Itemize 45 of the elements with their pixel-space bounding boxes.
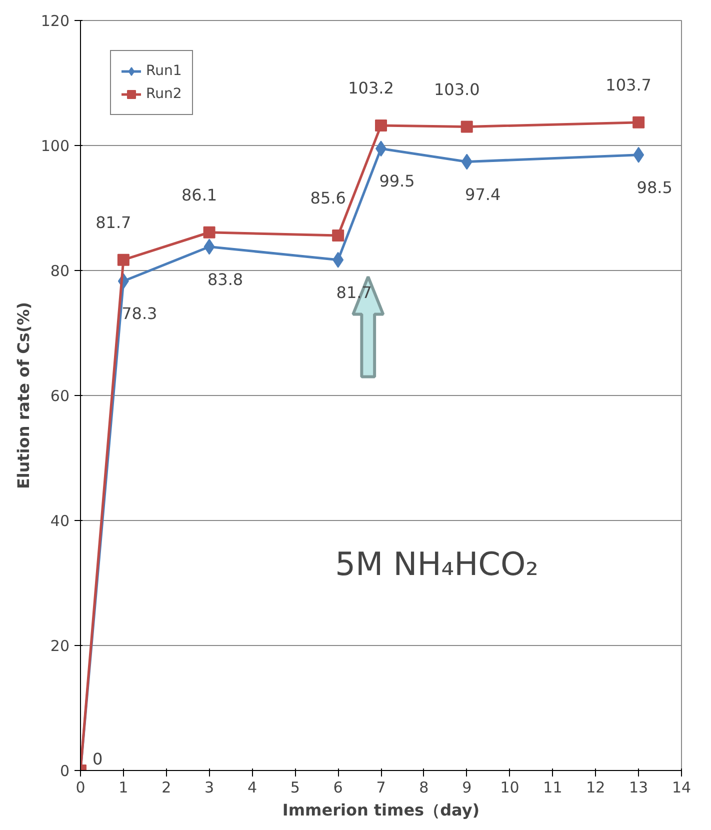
x-tick-label: 10	[500, 778, 520, 796]
x-tick-label: 11	[543, 778, 562, 796]
data-label: 97.4	[465, 184, 501, 204]
data-label: 78.3	[122, 304, 158, 324]
x-tick-label: 6	[333, 778, 343, 796]
y-tick-label: 80	[50, 262, 70, 280]
y-tick-label: 60	[50, 387, 70, 405]
x-tick-label: 14	[672, 778, 692, 796]
data-label: 103.7	[606, 75, 652, 94]
x-tick-label: 13	[629, 778, 648, 796]
x-tick-label: 9	[462, 778, 472, 796]
data-label: 98.5	[636, 178, 672, 197]
x-tick-label: 7	[376, 778, 386, 796]
y-axis-title: Elution rate of Cs(%)	[14, 302, 33, 490]
data-label: 83.8	[207, 270, 244, 289]
annotation: 5M NH₄HCO₂	[335, 545, 538, 583]
legend-label: Run1	[146, 63, 182, 79]
x-tick-label: 3	[204, 778, 214, 796]
point	[375, 120, 387, 132]
data-label: 85.6	[310, 188, 346, 208]
data-label: 86.1	[181, 185, 218, 204]
x-tick-label: 2	[162, 778, 172, 796]
data-label: 81.7	[96, 212, 132, 232]
data-label: 103.0	[434, 80, 480, 99]
point	[203, 226, 216, 238]
x-tick-label: 12	[586, 778, 606, 796]
data-label: 99.5	[379, 172, 415, 191]
data-label: 103.2	[348, 78, 394, 98]
y-tick-label: 0	[60, 762, 70, 780]
point	[332, 230, 344, 242]
point	[632, 116, 645, 128]
x-tick-label: 1	[118, 778, 128, 796]
x-axis-title: Immerion times（day)	[282, 800, 480, 820]
legend-label: Run2	[146, 86, 182, 102]
y-tick-label: 40	[50, 512, 70, 530]
data-label: 0	[92, 750, 103, 768]
x-tick-label: 4	[247, 778, 257, 796]
y-tick-label: 20	[50, 637, 70, 655]
x-tick-label: 5	[290, 778, 300, 796]
point	[460, 120, 473, 133]
point	[117, 254, 130, 266]
x-tick-label: 8	[419, 778, 429, 796]
x-tick-label: 0	[76, 778, 86, 796]
y-tick-label: 100	[40, 137, 70, 155]
y-tick-label: 120	[40, 12, 70, 30]
